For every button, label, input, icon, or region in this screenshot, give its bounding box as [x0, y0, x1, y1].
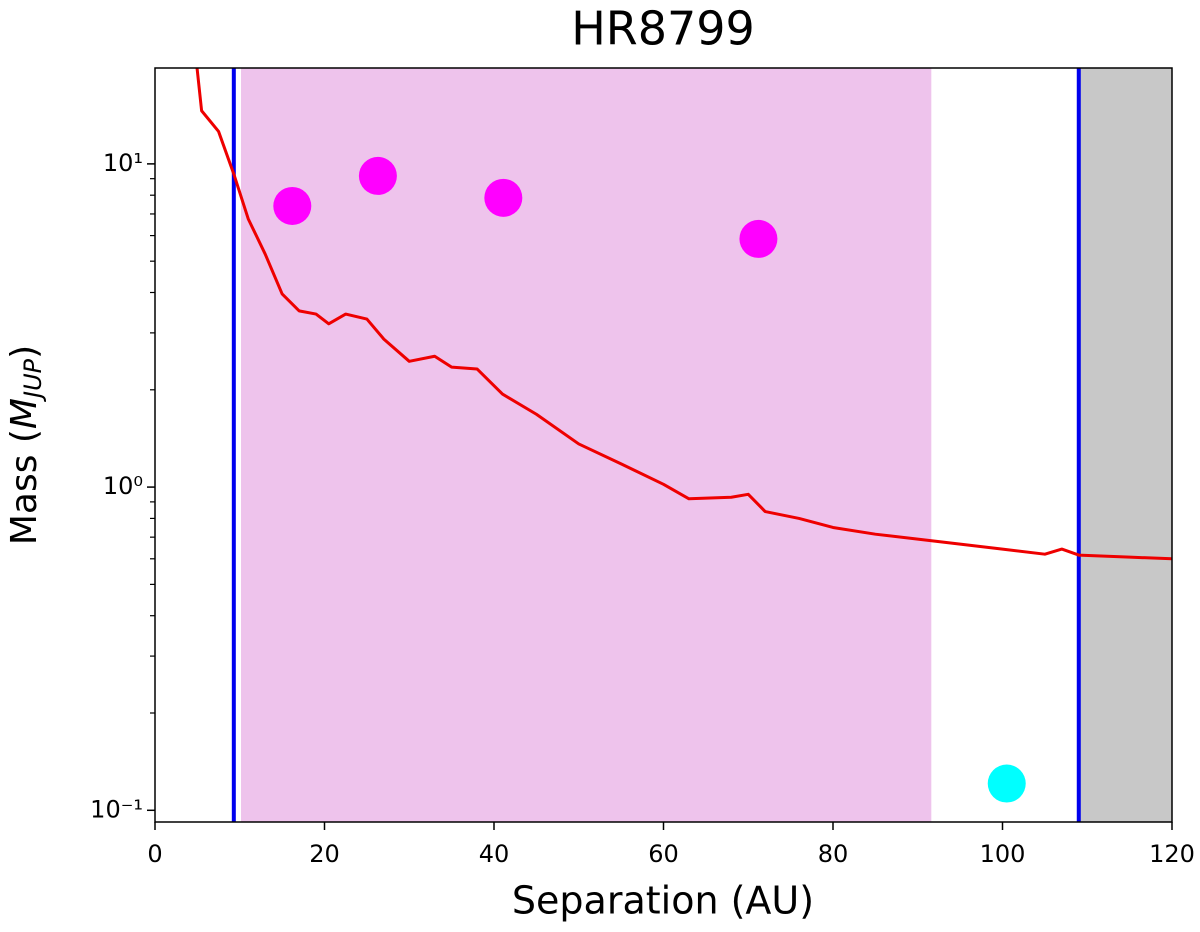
y-label-symbol: M	[4, 398, 45, 429]
x-tick-label: 40	[479, 840, 510, 868]
scatter-point	[739, 219, 778, 258]
x-tick-label: 80	[818, 840, 849, 868]
chart-title: HR8799	[571, 2, 755, 56]
y-tick-label: 10¹	[103, 149, 143, 177]
x-tick-label: 120	[1149, 840, 1195, 868]
scatter-point	[484, 178, 523, 217]
shaded-span	[1078, 68, 1172, 822]
y-tick-label: 10⁻¹	[90, 795, 143, 823]
shaded-span	[241, 68, 932, 822]
x-tick-label: 100	[980, 840, 1026, 868]
scatter-point	[987, 764, 1026, 803]
x-tick-label: 60	[648, 840, 679, 868]
scatter-point	[358, 156, 397, 195]
x-axis-label: Separation (AU)	[512, 879, 814, 923]
y-label-subscript: JUP	[19, 358, 47, 402]
data-line	[195, 68, 1172, 561]
y-label-text: )	[4, 345, 45, 359]
scatter-point	[273, 186, 312, 225]
plot-area: 0 20 40 60 80 100 120 10⁻¹ 10⁰ 10¹	[90, 67, 1195, 868]
y-label-text: Mass (	[4, 429, 45, 545]
x-tick-label: 0	[147, 840, 162, 868]
y-tick-label: 10⁰	[103, 472, 143, 500]
y-axis-label: Mass (MJUP)	[4, 345, 47, 545]
x-tick-label: 20	[309, 840, 340, 868]
